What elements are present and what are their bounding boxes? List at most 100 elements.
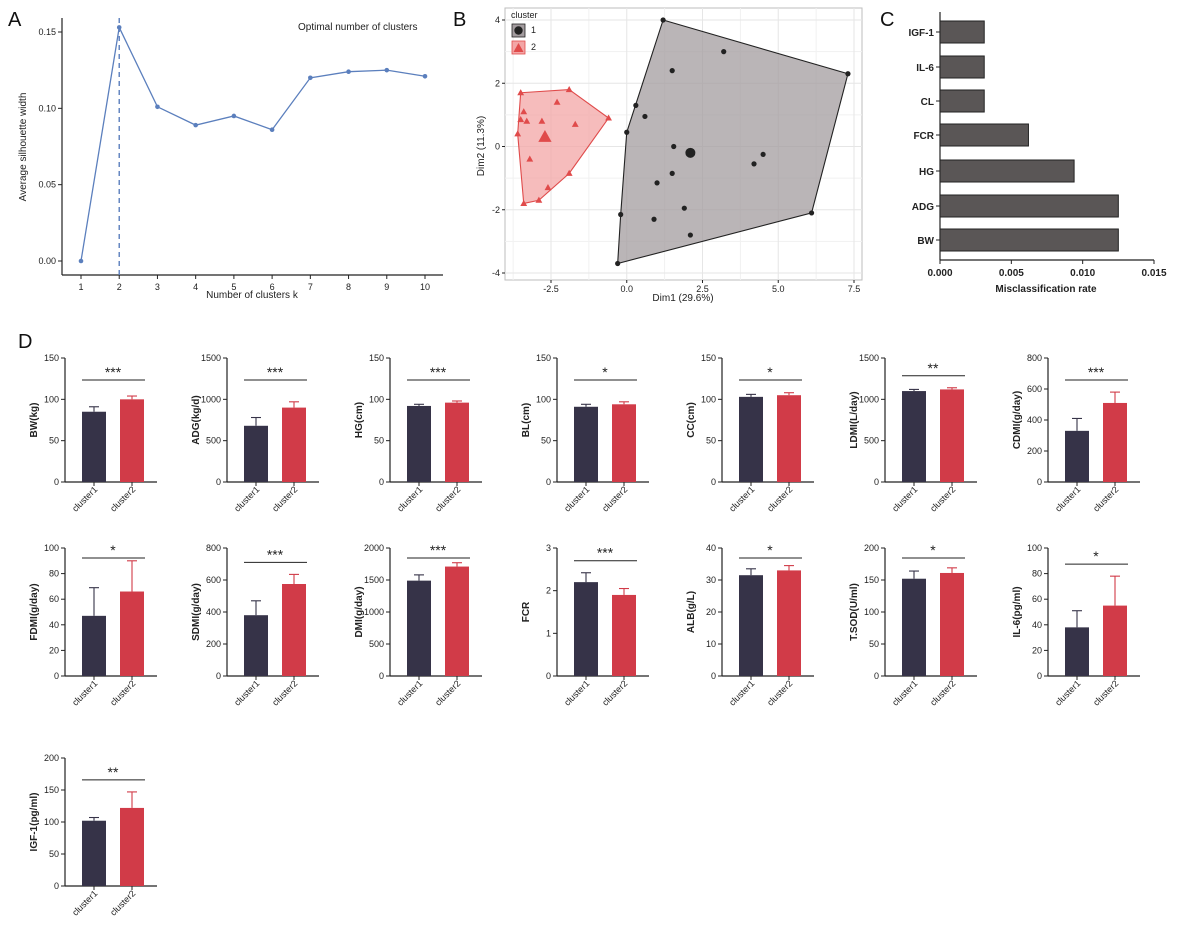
x-tick-label: 6 — [270, 282, 275, 292]
bar-chart-fdmi: 0 20 40 60 80 100 cluster1 cluster2 * FDMI(g/day) — [29, 542, 157, 708]
y-tick-label: 20 — [49, 645, 59, 655]
y-tick-label: 4 — [495, 15, 500, 25]
y-axis-title: CC(cm) — [686, 402, 697, 438]
significance-label: *** — [267, 546, 284, 562]
y-axis-title: Dim2 (11.3%) — [476, 116, 487, 176]
y-tick-label: 1500 — [859, 353, 879, 363]
bar-chart-sdmi: 0 200 400 600 800 cluster1 cluster2 *** SDMI(g/d… — [191, 543, 319, 708]
bar-cluster1 — [407, 405, 431, 482]
cluster2-point — [517, 116, 525, 123]
y-tick-label: 150 — [369, 353, 384, 363]
y-tick-label: 200 — [44, 753, 59, 763]
y-tick-label: 0 — [54, 477, 59, 487]
x-tick-label: 3 — [155, 282, 160, 292]
y-tick-label: 50 — [374, 436, 384, 446]
x-tick-label: cluster2 — [108, 678, 137, 707]
y-tick-label: 0.00 — [38, 256, 56, 266]
y-tick-label: 800 — [206, 543, 221, 553]
bar-cluster2 — [1103, 605, 1127, 676]
cluster1-point — [615, 260, 621, 267]
significance-label: ** — [108, 764, 119, 780]
y-tick-label: 0 — [495, 142, 500, 152]
cluster1-point — [618, 211, 624, 218]
cluster2-point — [565, 85, 573, 93]
y-axis-title: CDMI(g/day) — [1012, 391, 1023, 449]
x-tick-label: cluster1 — [395, 678, 424, 707]
y-tick-label: 2 — [495, 78, 500, 88]
bar-chart-cdmi: 0 200 400 600 800 cluster1 cluster2 *** CDMI(g/d… — [1012, 353, 1140, 514]
significance-label: * — [930, 542, 936, 558]
y-tick-label: 150 — [864, 575, 879, 585]
cluster2-point — [517, 89, 525, 96]
panel-letter-c: C — [880, 9, 894, 31]
cluster2-point — [544, 184, 552, 191]
x-tick-label: 9 — [384, 282, 389, 292]
y-tick-label: 0 — [1037, 477, 1042, 487]
cluster1-point — [642, 113, 648, 120]
bar-cluster2 — [445, 402, 469, 482]
y-tick-label: 100 — [701, 394, 716, 404]
category-label: HG — [919, 167, 934, 178]
y-tick-label: 10 — [706, 639, 716, 649]
cluster2-point — [520, 199, 528, 206]
silhouette-point — [308, 75, 313, 81]
y-tick-label: 0 — [379, 477, 384, 487]
bar-cluster1 — [244, 425, 268, 482]
x-tick-label: 0.000 — [927, 268, 952, 279]
y-tick-label: 0 — [1037, 671, 1042, 681]
bar-chart-alb: 0 10 20 30 40 cluster1 cluster2 * ALB(g/L) — [686, 542, 814, 708]
bar-cluster2 — [940, 572, 964, 676]
y-tick-label: 0.05 — [38, 180, 56, 190]
y-tick-label: 200 — [864, 543, 879, 553]
bar-cluster2 — [777, 395, 801, 482]
significance-label: *** — [597, 545, 614, 561]
y-tick-label: 100 — [44, 543, 59, 553]
cluster1-point — [687, 232, 693, 238]
x-tick-label: 1 — [78, 282, 83, 292]
x-tick-label: cluster1 — [562, 484, 591, 513]
legend-label-cluster2: 2 — [531, 42, 536, 52]
x-tick-label: 7 — [308, 282, 313, 292]
y-tick-label: 0 — [216, 671, 221, 681]
bar-chart-il6: 0 20 40 60 80 100 cluster1 cluster2 * IL-6(pg/ml) — [1012, 543, 1140, 708]
y-tick-label: 50 — [49, 436, 59, 446]
x-tick-label: 2.5 — [696, 284, 709, 294]
x-tick-label: cluster1 — [1053, 484, 1082, 513]
y-tick-label: 200 — [1027, 446, 1042, 456]
bar-cluster1 — [739, 396, 763, 482]
x-tick-label: cluster1 — [70, 484, 99, 513]
x-axis-title: Misclassification rate — [995, 284, 1097, 295]
cluster1-point — [654, 180, 660, 186]
y-axis-title: DMI(g/day) — [354, 586, 365, 637]
y-tick-label: 1000 — [859, 394, 879, 404]
y-tick-label: 0 — [711, 671, 716, 681]
panel-letter-b: B — [453, 9, 466, 31]
x-tick-label: 5 — [231, 282, 236, 292]
significance-label: *** — [430, 542, 447, 558]
x-tick-label: cluster1 — [727, 678, 756, 707]
silhouette-point — [116, 25, 122, 30]
x-tick-label: cluster2 — [270, 678, 299, 707]
cluster2-point — [523, 117, 531, 124]
misclass-bar-hg — [939, 159, 1075, 183]
bar-cluster1 — [574, 406, 598, 482]
cluster2-point — [535, 196, 543, 203]
significance-label: * — [767, 542, 773, 558]
y-axis-title: FCR — [521, 601, 532, 622]
y-axis-title: ALB(g/L) — [686, 591, 697, 633]
legend-label-cluster1: 1 — [531, 25, 536, 35]
y-tick-label: 50 — [706, 436, 716, 446]
x-tick-label: cluster1 — [727, 484, 756, 513]
y-tick-label: 80 — [1032, 569, 1042, 579]
cluster2-hull — [517, 89, 610, 205]
legend-marker-cluster2 — [513, 43, 524, 52]
cluster1-point — [751, 161, 757, 167]
cluster1-point — [681, 205, 687, 211]
y-tick-label: 0.10 — [38, 103, 56, 113]
cluster1-point — [760, 151, 766, 158]
x-tick-label: cluster1 — [232, 678, 261, 707]
y-tick-label: 0.15 — [38, 27, 56, 37]
x-tick-label: cluster1 — [395, 484, 424, 513]
x-tick-label: cluster1 — [1053, 678, 1082, 707]
y-tick-label: 40 — [706, 543, 716, 553]
